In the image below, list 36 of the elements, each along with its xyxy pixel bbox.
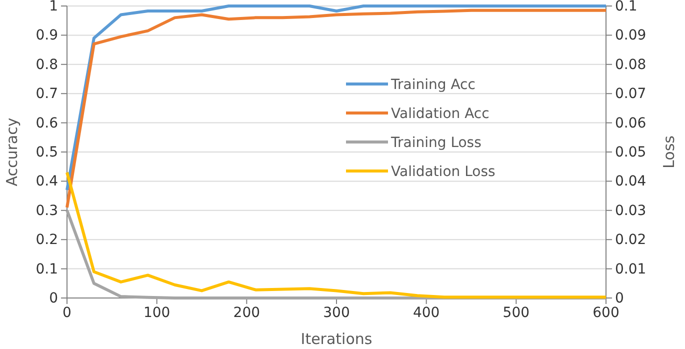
legend-label: Training Loss	[390, 134, 482, 151]
legend-label: Training Acc	[390, 76, 476, 93]
y-tick-label: 0	[49, 290, 58, 306]
y-axis-title: Accuracy	[3, 118, 21, 186]
legend-label: Validation Loss	[391, 164, 496, 180]
y2-tick-label: 0.08	[615, 56, 646, 73]
y-tick-label: 0.2	[36, 232, 58, 248]
x-tick-label: 600	[592, 304, 620, 321]
y-tick-label: 0.8	[36, 56, 58, 73]
y2-tick-label: 0.05	[615, 144, 646, 160]
x-tick-label: 100	[143, 304, 170, 321]
y2-tick-label: 0.07	[615, 86, 646, 102]
y2-tick-label: 0	[615, 290, 624, 306]
x-tick-label: 500	[502, 304, 530, 321]
y-tick-label: 0.6	[36, 115, 58, 132]
x-axis-title: Iterations	[300, 330, 372, 348]
y-tick-label: 0.1	[36, 261, 58, 278]
y-tick-label: 0.4	[36, 174, 58, 190]
y-tick-label: 0.7	[36, 86, 58, 102]
x-tick-label: 400	[412, 304, 440, 321]
y2-tick-label: 0.01	[615, 261, 646, 278]
y2-axis-title: Loss	[660, 135, 678, 168]
y-tick-label: 0.3	[36, 202, 58, 219]
x-tick-label: 0	[62, 304, 72, 321]
y2-tick-label: 0.02	[615, 232, 646, 248]
y2-tick-label: 0.04	[615, 174, 646, 190]
y2-tick-label: 0.09	[615, 28, 646, 44]
legend-label: Validation Acc	[391, 106, 490, 122]
y2-tick-label: 0.06	[615, 115, 646, 132]
y-tick-label: 0.5	[36, 144, 58, 160]
y-tick-label: 0.9	[36, 28, 58, 44]
x-tick-label: 200	[233, 304, 260, 321]
y2-tick-label: 0.03	[615, 202, 646, 219]
y2-tick-label: 0.1	[615, 0, 638, 14]
x-tick-label: 300	[323, 304, 350, 321]
y-tick-label: 1	[49, 0, 58, 14]
